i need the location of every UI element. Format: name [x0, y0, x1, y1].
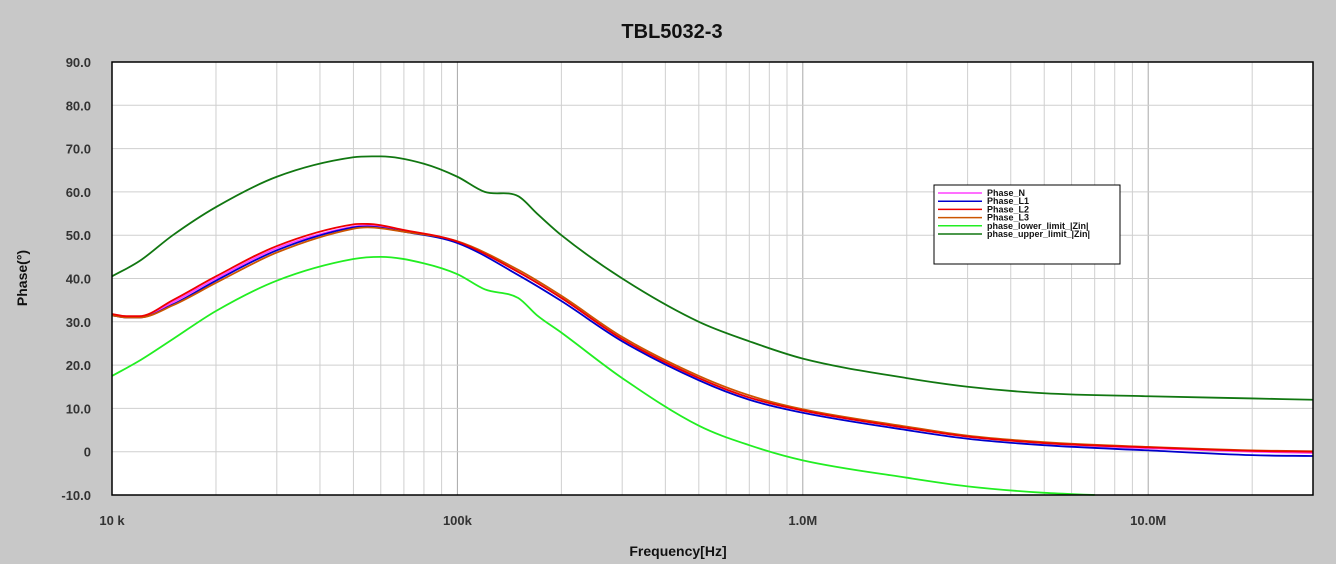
plot-border — [111, 61, 1314, 496]
x-tick-label: 1.0M — [788, 513, 817, 528]
y-tick-label: 50.0 — [66, 228, 91, 243]
x-tick-label: 10.0M — [1130, 513, 1166, 528]
y-tick-label: -10.0 — [61, 488, 91, 503]
series-line-2 — [111, 222, 1314, 453]
y-tick-label: 40.0 — [66, 272, 91, 287]
series-line-4 — [111, 255, 1095, 496]
legend-label: Phase_L3 — [987, 213, 1029, 223]
y-tick-label: 20.0 — [66, 358, 91, 373]
x-tick-label: 100k — [443, 513, 473, 528]
y-tick-label: 10.0 — [66, 401, 91, 416]
series-layer — [111, 155, 1314, 496]
legend-label: Phase_L1 — [987, 196, 1029, 206]
y-tick-label: 0 — [84, 445, 91, 460]
legend-label: phase_upper_limit_|Zin| — [987, 229, 1090, 239]
legend-box — [933, 184, 1121, 265]
series-line-5 — [111, 155, 1314, 401]
legend-label: Phase_N — [987, 188, 1025, 198]
y-tick-label: 90.0 — [66, 55, 91, 70]
x-tick-label: 10 k — [99, 513, 125, 528]
y-tick-label: 30.0 — [66, 315, 91, 330]
series-line-1 — [111, 225, 1314, 457]
y-tick-labels: 90.0 80.0 70.0 60.0 50.0 40.0 30.0 20.0 10.0 0 -10… — [61, 55, 91, 503]
legend-label: phase_lower_limit_|Zin| — [987, 221, 1089, 231]
y-tick-label: 60.0 — [66, 185, 91, 200]
legend-label: Phase_L2 — [987, 204, 1029, 214]
x-tick-labels: 10 k 100k 1.0M 10.0M — [99, 513, 1166, 528]
y-tick-label: 80.0 — [66, 98, 91, 113]
chart-title: TBL5032-3 — [621, 21, 722, 43]
x-axis-label: Frequency[Hz] — [629, 543, 726, 559]
legend: Phase_NPhase_L1Phase_L2Phase_L3phase_low… — [933, 184, 1121, 265]
y-axis-label: Phase(°) — [14, 250, 30, 306]
y-tick-label: 70.0 — [66, 142, 91, 157]
